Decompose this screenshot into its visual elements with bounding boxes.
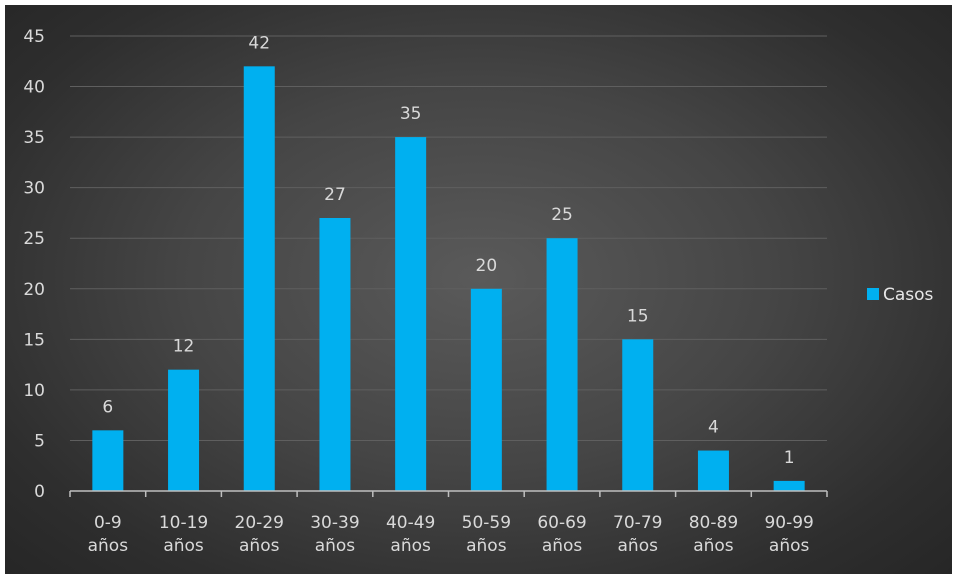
bar (395, 137, 427, 491)
bar-chart: 0 5 10 15 20 25 30 35 40 45 6 12 42 27 35 20 25 15 4 1 0-9… (23, 27, 934, 556)
x-tick-label: años (88, 536, 129, 556)
bar (697, 450, 729, 491)
data-label: 12 (173, 337, 195, 357)
x-tick-label: 0-9 (94, 513, 122, 533)
bar (470, 288, 502, 491)
y-tick-label: 10 (23, 381, 45, 401)
x-tick-label: 30-39 (310, 513, 359, 533)
data-label: 1 (784, 448, 795, 468)
data-label: 35 (400, 104, 422, 124)
data-labels: 6 12 42 27 35 20 25 15 4 1 (102, 33, 794, 468)
x-tick-label: 50-59 (462, 513, 511, 533)
data-label: 4 (708, 418, 719, 438)
bar (168, 369, 200, 491)
y-tick-label: 15 (23, 330, 45, 350)
bars (92, 66, 805, 492)
bar (243, 66, 275, 492)
x-axis-tick-labels: 0-9 años 10-19 años 20-29 años 30-39 años 40-49 a… (88, 513, 814, 556)
y-tick-label: 40 (23, 78, 45, 98)
y-tick-label: 20 (23, 280, 45, 300)
x-tick-label: 70-79 (613, 513, 662, 533)
data-label: 25 (551, 205, 573, 225)
x-tick-label: años (618, 536, 659, 556)
legend: Casos (867, 285, 934, 305)
legend-swatch (867, 288, 879, 300)
data-label: 42 (248, 33, 270, 53)
y-tick-label: 0 (34, 482, 45, 502)
x-tick-label: años (163, 536, 204, 556)
bar (92, 430, 124, 491)
y-tick-label: 5 (34, 431, 45, 451)
bar (319, 218, 351, 491)
x-axis (69, 490, 828, 497)
x-tick-label: años (693, 536, 734, 556)
x-tick-label: años (542, 536, 583, 556)
y-tick-label: 30 (23, 179, 45, 199)
x-tick-label: años (466, 536, 507, 556)
x-tick-label: 40-49 (386, 513, 435, 533)
y-tick-label: 45 (23, 27, 45, 47)
x-tick-label: 60-69 (537, 513, 586, 533)
x-tick-label: 90-99 (764, 513, 813, 533)
x-tick-label: 20-29 (235, 513, 284, 533)
data-label: 15 (627, 306, 649, 326)
x-tick-label: años (239, 536, 280, 556)
x-tick-label: años (315, 536, 356, 556)
x-tick-label: 80-89 (689, 513, 738, 533)
bar (546, 238, 578, 491)
data-label: 27 (324, 185, 346, 205)
y-tick-label: 35 (23, 128, 45, 148)
x-tick-label: años (769, 536, 810, 556)
y-axis-tick-labels: 0 5 10 15 20 25 30 35 40 45 (23, 27, 45, 502)
legend-label: Casos (883, 285, 934, 305)
y-tick-label: 25 (23, 229, 45, 249)
bar (622, 339, 654, 491)
data-label: 20 (476, 256, 498, 276)
chart-area: 0 5 10 15 20 25 30 35 40 45 6 12 42 27 35 20 25 15 4 1 0-9… (5, 5, 952, 574)
bar (773, 480, 805, 491)
data-label: 6 (102, 397, 113, 417)
x-tick-label: años (390, 536, 431, 556)
x-tick-label: 10-19 (159, 513, 208, 533)
